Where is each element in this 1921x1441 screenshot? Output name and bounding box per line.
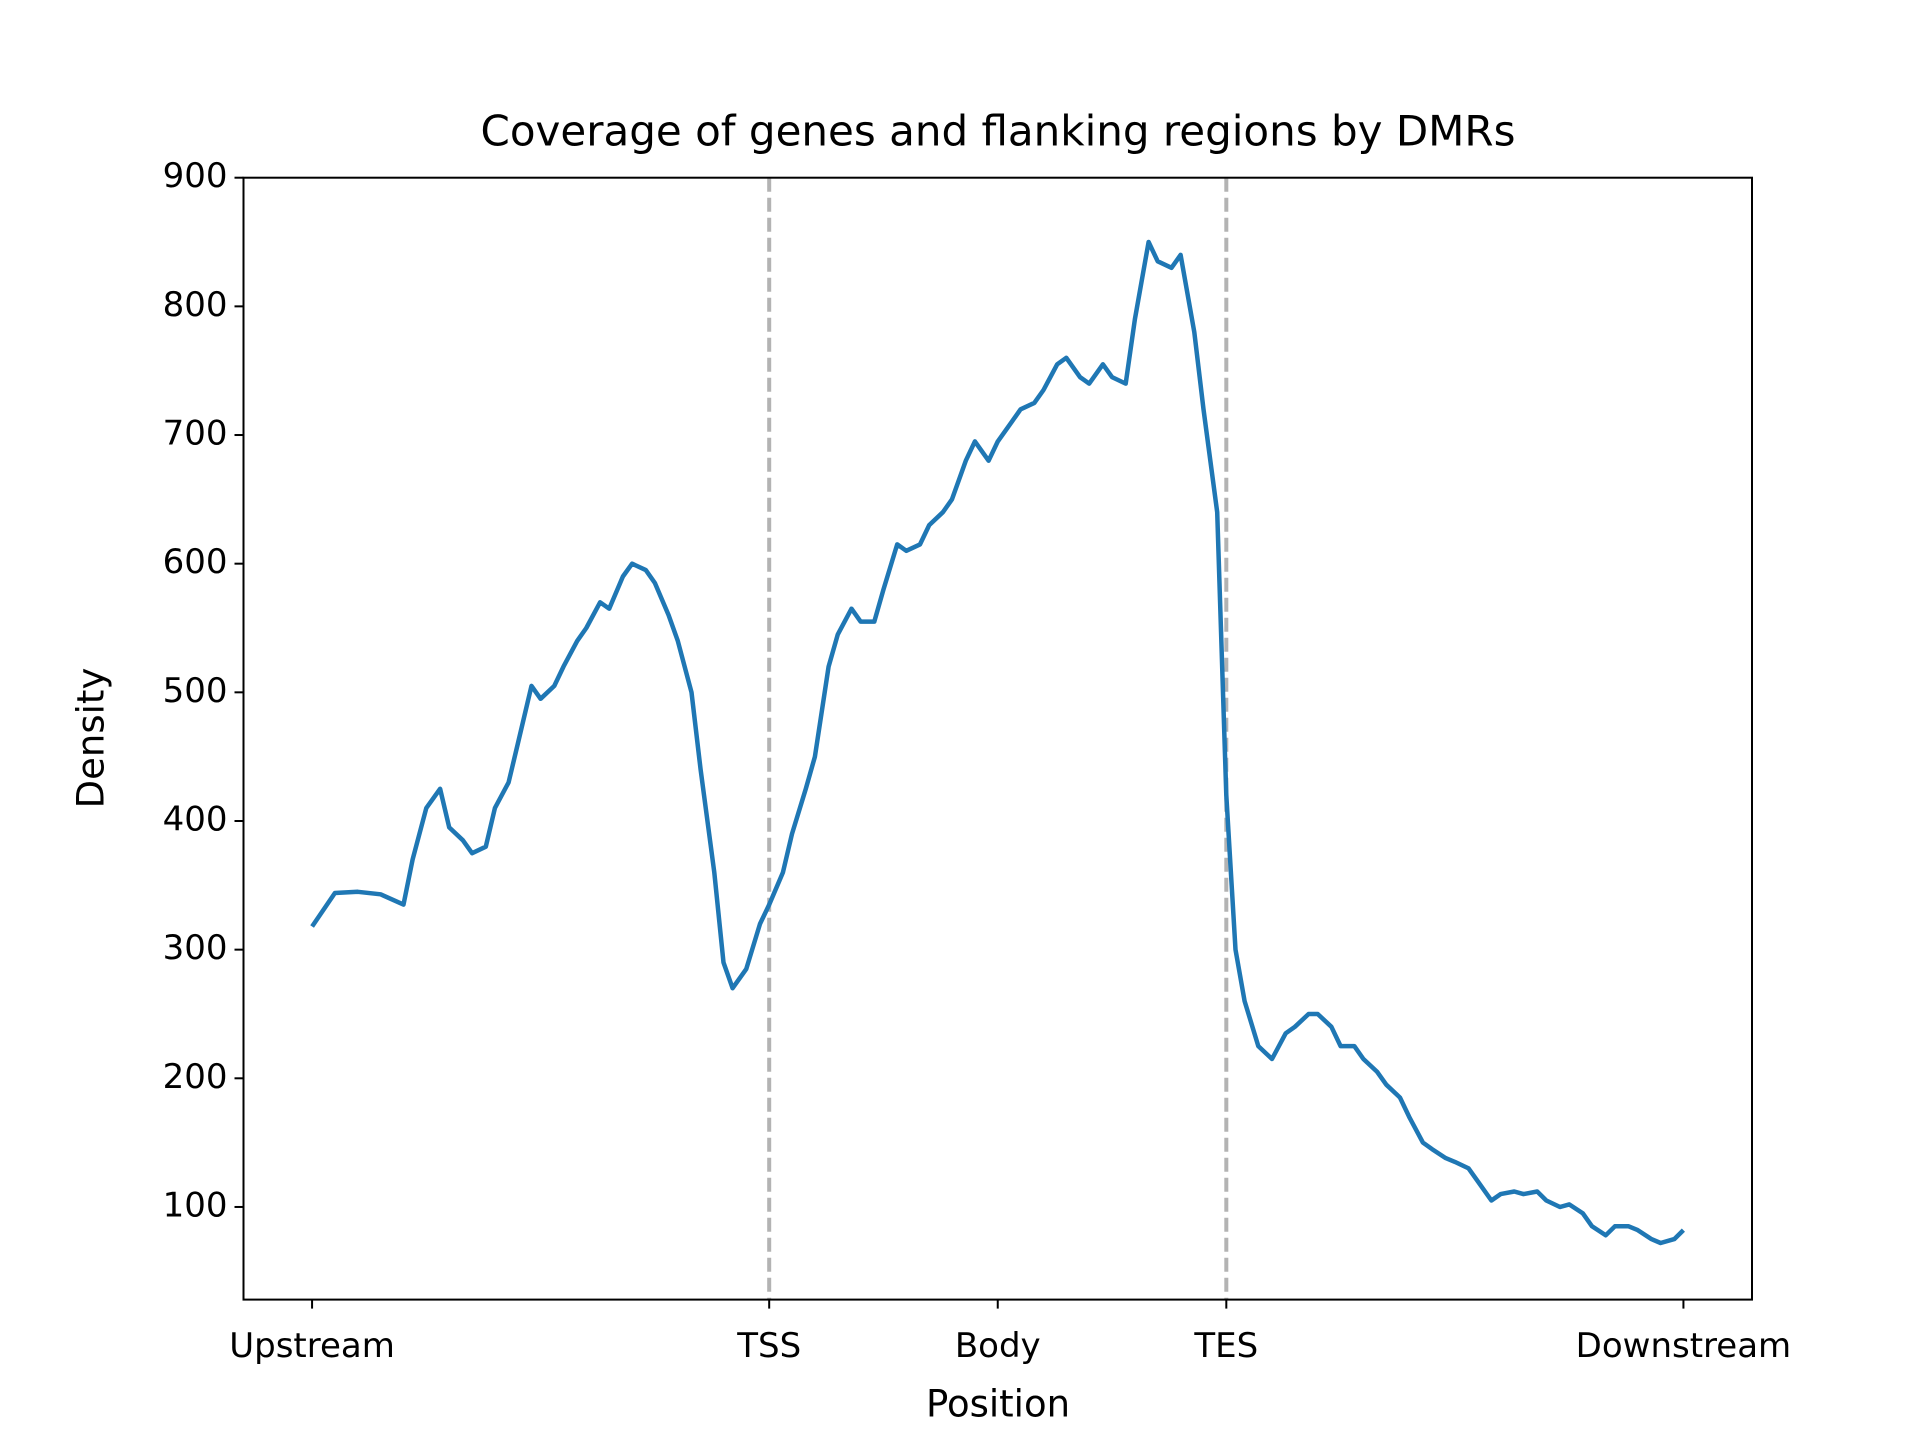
y-tick-label: 100 [163, 1185, 228, 1225]
y-tick-label: 200 [163, 1057, 228, 1097]
y-tick-label: 500 [163, 671, 228, 711]
x-tick-label: TES [1193, 1326, 1258, 1366]
x-tick-label: Upstream [229, 1326, 395, 1366]
y-tick-label: 300 [163, 928, 228, 968]
y-tick-label: 700 [163, 414, 228, 454]
plot-frame [242, 176, 1753, 1301]
y-tick-label: 800 [163, 285, 228, 325]
x-tick-label: TSS [736, 1326, 801, 1366]
y-tick-label: 400 [163, 799, 228, 839]
x-tick-label: Downstream [1576, 1326, 1792, 1366]
x-tick-label: Body [955, 1326, 1041, 1366]
y-axis-label: Density [70, 668, 113, 809]
y-tick-label: 600 [163, 542, 228, 582]
y-tick-label: 900 [163, 156, 228, 196]
chart-title: Coverage of genes and flanking regions b… [481, 107, 1516, 156]
data-line [310, 239, 1685, 1246]
x-axis-label: Position [926, 1383, 1070, 1426]
